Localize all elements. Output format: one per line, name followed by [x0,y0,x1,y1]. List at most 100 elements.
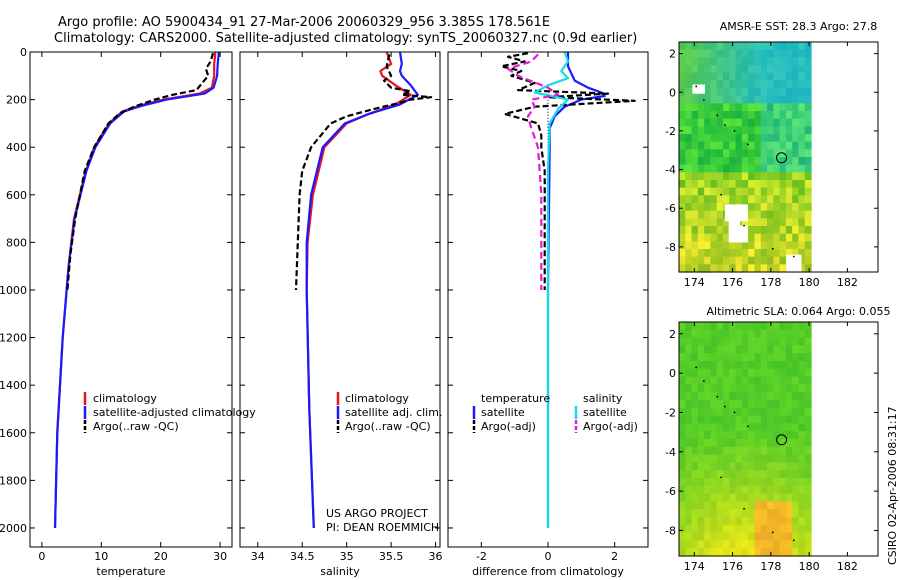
heatmap-cell [785,203,793,212]
island-dot [792,539,795,542]
heatmap-cell [697,195,705,204]
y-tick-label: 2000 [0,522,27,535]
heatmap-cell [723,493,730,502]
heatmap-cell [735,134,743,143]
heatmap-cell [792,103,800,112]
heatmap-cell [679,415,686,424]
heatmap-cell [785,103,793,112]
heatmap-cell [785,524,793,534]
heatmap-cell [704,415,712,424]
heatmap-cell [729,392,737,401]
heatmap-cell [710,226,718,235]
heatmap-cell [741,322,749,331]
sst-map-panel: 174 176 178 180 182 2 0 -2 -4 -6 -8 AMSR-E SST: 28.… [665,20,879,289]
heatmap-cell [767,118,774,127]
heatmap-cell [710,368,718,378]
heatmap-cell [697,241,705,250]
heatmap-cell [748,384,756,393]
heatmap-cell [723,485,730,495]
heatmap-cell [685,423,693,432]
x-tick-label: -2 [476,550,487,563]
heatmap-cell [773,233,781,242]
heatmap-cell [723,49,730,58]
heatmap-cell [704,80,712,89]
y-tick-label: 0 [669,367,676,380]
heatmap-cell [760,454,768,463]
heatmap-cell [785,470,793,479]
heatmap-cell [691,149,699,158]
heatmap-cell [767,368,774,378]
heatmap-cell [779,423,787,432]
heatmap-cell [760,361,768,370]
heatmap-cell [679,392,686,401]
heatmap-cell [679,423,686,432]
heatmap-cell [798,384,806,393]
heatmap-cell [710,392,718,401]
heatmap-cell [767,134,774,143]
heatmap-cell [785,210,793,219]
heatmap-cell [767,470,774,479]
heatmap-cell [773,376,781,385]
heatmap-cell [792,141,800,150]
heatmap-cell [741,532,749,541]
heatmap-cell [779,322,787,331]
heatmap-cell [785,517,793,526]
heatmap-cell [716,95,724,104]
heatmap-cell [779,337,787,346]
heatmap-cell [710,532,718,541]
heatmap-cell [785,187,793,196]
heatmap-cell [779,57,787,66]
heatmap-cell [685,149,693,158]
heatmap-cell [679,517,686,526]
heatmap-cell [754,415,762,424]
heatmap-cell [767,180,774,189]
heatmap-cell [792,446,800,456]
heatmap-cell [679,384,686,393]
heatmap-cell [710,218,718,227]
heatmap-cell [773,126,781,135]
heatmap-cell [716,345,724,354]
heatmap-cell [704,384,712,393]
heatmap-cell [792,149,800,158]
heatmap-cell [710,329,718,339]
heatmap-cell [729,172,737,181]
heatmap-cell [710,256,718,265]
heatmap-cell [716,256,724,265]
heatmap-cell [691,431,699,440]
heatmap-cell [779,203,787,212]
heatmap-cell [697,210,705,219]
heatmap-cell [748,329,756,339]
heatmap-cell [798,415,806,424]
heatmap-cell [748,415,756,424]
heatmap-cell [785,400,793,409]
heatmap-cell [716,540,724,549]
heatmap-cell [723,249,730,258]
heatmap-cell [735,345,743,354]
x-tick-label: 174 [684,276,705,289]
heatmap-cell [773,57,781,66]
heatmap-cell [691,345,699,354]
heatmap-cell [723,384,730,393]
heatmap-cell [779,42,787,51]
series-line-climatology [305,52,412,529]
heatmap-cell [691,524,699,534]
heatmap-cell [729,65,737,74]
heatmap-cell [741,423,749,432]
heatmap-cell [710,95,718,104]
heatmap-cell [785,49,793,58]
heatmap-cell [729,384,737,393]
heatmap-cell [785,141,793,150]
heatmap-cell [754,126,762,135]
heatmap-cell [798,134,806,143]
heatmap-cell [723,103,730,112]
heatmap-cell [748,548,756,557]
heatmap-cell [710,157,718,166]
heatmap-cell [729,42,737,51]
heatmap-cell [691,180,699,189]
heatmap-cell [773,517,781,526]
y-tick-label: -6 [665,485,676,498]
heatmap-cell [685,462,693,471]
heatmap-cell [754,540,762,549]
heatmap-cell [691,187,699,196]
heatmap-cell [679,195,686,204]
